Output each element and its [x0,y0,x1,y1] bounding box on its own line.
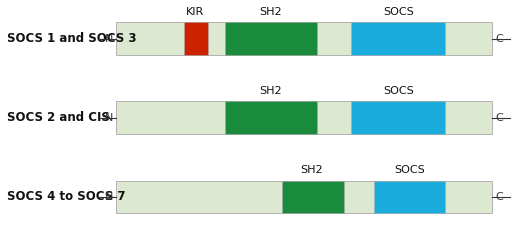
Text: N: N [105,34,114,43]
Bar [184,22,208,55]
Text: SOCS: SOCS [383,86,414,96]
Text: N: N [105,192,114,202]
Text: N: N [105,113,114,123]
Text: SOCS 1 and SOCS 3: SOCS 1 and SOCS 3 [7,32,136,45]
Bar [374,181,446,213]
Bar [282,181,344,213]
Text: SOCS 4 to SOCS 7: SOCS 4 to SOCS 7 [7,190,125,204]
Text: C: C [495,113,503,123]
Text: SH2: SH2 [259,86,282,96]
Bar [116,102,493,134]
Bar [352,102,446,134]
Text: SH2: SH2 [300,165,323,175]
Text: C: C [495,192,503,202]
Bar [116,22,493,55]
Text: SOCS: SOCS [383,7,414,17]
Text: SOCS: SOCS [394,165,425,175]
Bar [352,22,446,55]
Bar [225,102,317,134]
Bar [225,22,317,55]
Bar [116,181,493,213]
Text: KIR: KIR [186,7,204,17]
Text: SOCS 2 and CIS: SOCS 2 and CIS [7,111,110,124]
Text: SH2: SH2 [259,7,282,17]
Text: C: C [495,34,503,43]
